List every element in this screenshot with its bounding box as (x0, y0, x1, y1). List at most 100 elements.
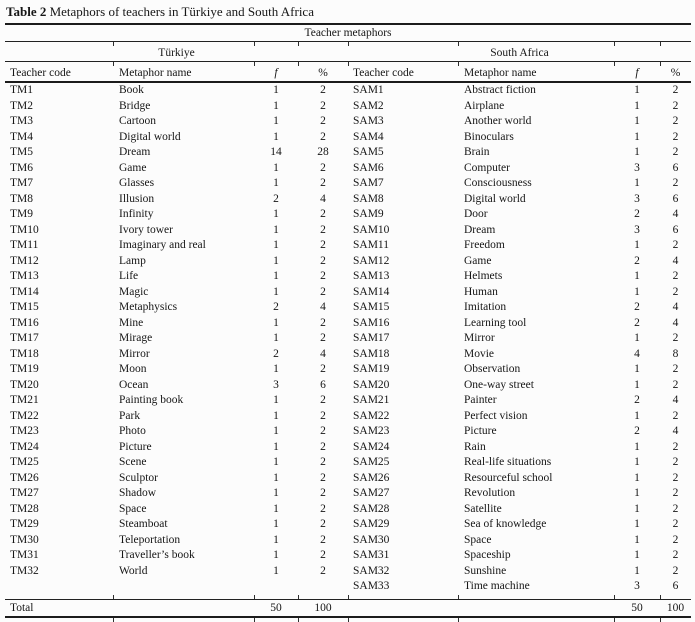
teacher-code-cell: TM18 (10, 347, 39, 360)
teacher-code-cell: SAM23 (353, 425, 390, 437)
frequency-cell: 1 (634, 115, 640, 127)
metaphor-name-cell: Mine (119, 316, 144, 329)
percent-cell: 2 (672, 487, 679, 499)
table-row: TM19 Moon 1 2 SAM19 Observation 1 2 (5, 362, 691, 378)
metaphor-name-cell: Human (464, 285, 498, 298)
table-row: TM2 Bridge 1 2 SAM2 Airplane 1 2 (5, 99, 691, 115)
metaphor-name-cell: Spaceship (464, 549, 511, 561)
frequency-cell: 3 (634, 223, 640, 236)
percent-cell: 2 (320, 502, 326, 515)
teacher-code-cell: TM28 (10, 502, 39, 515)
metaphor-name-cell: Resourceful school (464, 471, 553, 484)
metaphor-name-cell: Game (464, 254, 492, 267)
percent-cell: 2 (320, 332, 326, 344)
teacher-code-cell: SAM17 (353, 332, 390, 344)
teacher-code-cell (5, 579, 113, 595)
frequency-cell: 1 (273, 99, 279, 112)
teacher-code-cell: TM11 (10, 239, 39, 251)
metaphor-name-cell: Lamp (119, 254, 146, 267)
percent-cell: 2 (320, 549, 326, 561)
table-row: TM31 Traveller’s book 1 2 SAM31 Spaceship 1 2 (5, 548, 691, 564)
total-turkiye-percent: 100 (298, 599, 348, 618)
frequency-cell (254, 579, 298, 595)
teacher-code-cell: TM31 (10, 549, 39, 561)
metaphor-name-cell: Metaphysics (119, 301, 178, 313)
frequency-cell: 3 (634, 161, 640, 174)
percent-cell: 2 (320, 363, 326, 375)
percent-cell: 2 (320, 533, 326, 546)
frequency-cell: 1 (273, 440, 279, 453)
frequency-cell: 3 (634, 580, 640, 592)
frequency-cell: 1 (273, 456, 279, 468)
frequency-cell: 1 (273, 270, 279, 282)
metaphor-name-cell: Space (119, 502, 147, 515)
table-row: TM6 Game 1 2 SAM6 Computer 3 6 (5, 161, 691, 177)
percent-cell: 6 (672, 192, 679, 205)
frequency-cell: 1 (273, 332, 279, 344)
metaphor-name-cell: Picture (119, 440, 152, 453)
teacher-code-cell: TM7 (10, 177, 33, 189)
metaphor-name-cell: Consciousness (464, 177, 532, 189)
percent-cell: 2 (672, 363, 679, 375)
col-header-metaphor-name: Metaphor name (458, 66, 614, 83)
metaphor-name-cell: Revolution (464, 487, 516, 499)
percent-cell: 2 (320, 208, 326, 220)
percent-cell: 2 (320, 487, 326, 499)
metaphor-name-cell: Park (119, 409, 141, 422)
percent-cell: 2 (672, 84, 679, 96)
frequency-cell: 1 (634, 564, 640, 577)
metaphor-name-cell: Door (464, 208, 488, 220)
rule-ticks (5, 616, 691, 622)
teacher-code-cell: TM29 (10, 518, 39, 530)
total-turkiye-frequency: 50 (254, 599, 298, 618)
percent-cell: 2 (320, 130, 326, 143)
teacher-code-cell: SAM14 (353, 285, 390, 298)
percent-cell: 2 (320, 409, 326, 422)
percent-cell: 2 (672, 471, 679, 484)
frequency-cell: 3 (634, 192, 640, 205)
percent-cell: 2 (672, 146, 679, 158)
metaphor-name-cell: Abstract fiction (464, 84, 536, 96)
frequency-cell: 1 (273, 409, 279, 422)
frequency-cell: 4 (634, 347, 640, 360)
teacher-code-cell: SAM12 (353, 254, 390, 267)
teacher-code-cell: TM8 (10, 192, 33, 205)
table-caption: Table 2 Metaphors of teachers in Türkiye… (5, 3, 691, 23)
frequency-cell: 1 (273, 518, 279, 530)
frequency-cell: 1 (273, 487, 279, 499)
metaphor-name-cell: Ocean (119, 378, 149, 391)
teacher-code-cell: SAM19 (353, 363, 390, 375)
col-header-percent: % (298, 66, 348, 83)
teacher-code-cell: SAM4 (353, 130, 384, 143)
metaphor-name-cell (113, 579, 254, 595)
teacher-code-cell: SAM30 (353, 533, 390, 546)
teacher-code-cell: TM3 (10, 115, 33, 127)
table-row: TM13 Life 1 2 SAM13 Helmets 1 2 (5, 269, 691, 285)
table-row: TM21 Painting book 1 2 SAM21 Painter 2 4 (5, 393, 691, 409)
percent-cell: 2 (320, 425, 326, 437)
percent-cell: 4 (672, 394, 679, 406)
percent-cell: 2 (672, 378, 679, 391)
frequency-cell: 1 (634, 518, 640, 530)
rule-ticks (5, 594, 691, 600)
table-row: TM18 Mirror 2 4 SAM18 Movie 4 8 (5, 347, 691, 363)
table-row: TM11 Imaginary and real 1 2 SAM11 Freedom 1 2 (5, 238, 691, 254)
table-row: TM1 Book 1 2 SAM1 Abstract fiction 1 2 (5, 82, 691, 99)
frequency-cell: 1 (634, 409, 640, 422)
metaphor-name-cell: Mirror (464, 332, 495, 344)
percent-cell (298, 579, 348, 595)
teacher-code-cell: SAM25 (353, 456, 390, 468)
teacher-code-cell: TM24 (10, 440, 39, 453)
frequency-cell: 1 (273, 239, 279, 251)
percent-cell: 4 (320, 192, 326, 205)
metaphor-name-cell: Bridge (119, 99, 151, 112)
metaphor-name-cell: Magic (119, 285, 149, 298)
teacher-code-cell: SAM27 (353, 487, 390, 499)
percent-cell: 2 (320, 471, 326, 484)
metaphor-name-cell: One-way street (464, 378, 534, 391)
frequency-cell: 1 (634, 332, 640, 344)
metaphor-name-cell: Teleportation (119, 533, 181, 546)
metaphor-name-cell: Imitation (464, 301, 507, 313)
frequency-cell: 1 (273, 316, 279, 329)
percent-cell: 4 (672, 254, 679, 267)
